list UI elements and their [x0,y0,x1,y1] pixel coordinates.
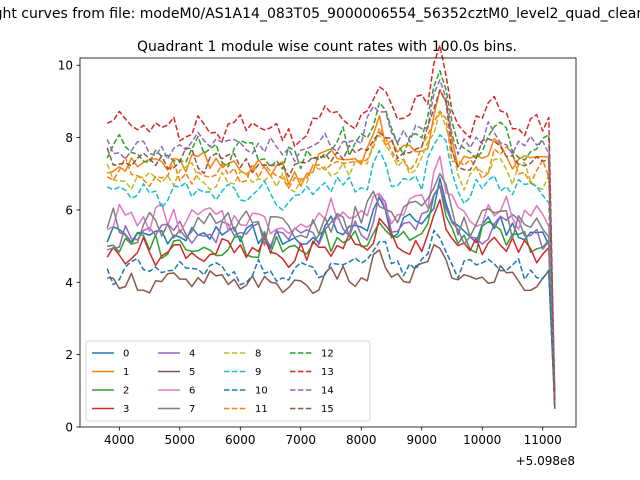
legend-box [85,340,371,422]
x-axis: 4000 5000 6000 7000 8000 9000 10000 11000 [104,427,562,447]
series-line-1 [107,89,556,402]
x-tick-label: 9000 [406,433,437,447]
legend-label-4: 4 [189,349,195,360]
series-line-13 [106,44,556,399]
legend-label-12: 12 [321,349,334,360]
series-line-12 [106,69,556,400]
series-line-9 [106,134,556,402]
x-tick-label: 11000 [524,433,562,447]
y-axis: 0 2 4 6 8 10 [58,59,80,435]
legend-label-6: 6 [189,386,195,397]
x-tick-label: 8000 [346,433,377,447]
legend-label-2: 2 [123,386,129,397]
legend-label-3: 3 [123,404,129,415]
x-tick-label: 5000 [165,433,196,447]
series-line-11 [106,110,556,402]
x-tick-label: 6000 [225,433,256,447]
plot-area [79,44,577,428]
series-line-14 [106,79,556,400]
legend-label-8: 8 [255,349,261,360]
series-line-7 [106,172,556,404]
axes-frame [79,57,577,428]
series-line-15 [106,89,556,402]
chart-title: Quadrant 1 module wise count rates with … [137,39,517,55]
series-line-10 [106,229,556,408]
series-line-2 [107,185,556,406]
series-line-6 [106,155,556,404]
series-line-5 [107,243,556,409]
legend-label-15: 15 [321,404,334,415]
y-tick-label: 6 [65,203,73,217]
legend-label-7: 7 [189,404,195,415]
y-tick-label: 4 [65,276,73,290]
y-tick-label: 10 [58,59,73,73]
legend-label-13: 13 [321,367,334,378]
legend-label-14: 14 [321,386,334,397]
chart-suptitle: Light curves from file: modeM0/AS1A14_08… [0,6,640,22]
legend-label-5: 5 [189,367,195,378]
series-line-0 [106,177,556,406]
x-tick-label: 4000 [104,433,135,447]
x-tick-label: 10000 [463,433,501,447]
series-line-8 [106,110,556,402]
x-offset-label: +5.098e8 [516,454,575,468]
y-tick-label: 8 [65,131,73,145]
legend-label-10: 10 [255,386,268,397]
legend-label-9: 9 [255,367,261,378]
legend-label-11: 11 [255,404,268,415]
legend-label-1: 1 [123,367,129,378]
series-line-3 [106,199,556,408]
series-line-4 [107,184,556,406]
y-tick-label: 2 [65,348,73,362]
x-tick-label: 7000 [286,433,317,447]
legend-label-0: 0 [123,349,129,360]
y-tick-label: 0 [65,421,73,435]
